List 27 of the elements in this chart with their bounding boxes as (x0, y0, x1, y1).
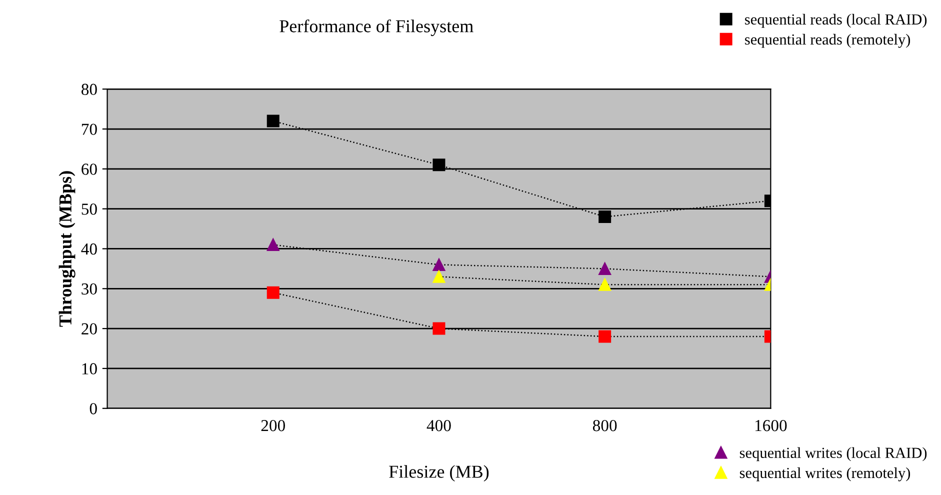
y-tick-label: 0 (90, 403, 97, 414)
y-tick-label: 30 (82, 283, 97, 295)
point (266, 114, 280, 128)
y-tick-label: 80 (82, 84, 97, 96)
y-tick-label: 20 (82, 323, 97, 335)
x-tick-label: 1600 (755, 420, 787, 432)
point (266, 286, 280, 299)
legend-label: sequential reads (remotely) (745, 34, 910, 48)
point (432, 270, 446, 283)
y-tick-label: 70 (82, 124, 97, 135)
y-tick-label: 40 (81, 243, 97, 255)
y-axis-title: Throughput (MBps) (58, 171, 76, 327)
point (432, 258, 446, 271)
y-tick-label: 50 (82, 204, 97, 215)
x-tick-label: 800 (592, 420, 617, 432)
x-tick-label: 400 (426, 420, 451, 432)
point (432, 322, 446, 335)
y-tick-label: 60 (82, 164, 97, 175)
x-tick-label: 200 (261, 420, 285, 432)
y-tick-label: 10 (82, 363, 97, 374)
legend-label: sequential writes (remotely) (740, 467, 910, 482)
chart-title: Performance of Filesystem (280, 19, 474, 36)
point (432, 158, 446, 172)
x-axis-title: Filesize (MB) (389, 465, 489, 482)
point (266, 238, 280, 251)
legend-label: sequential writes (local RAID) (740, 447, 927, 462)
legend-label: sequential reads (local RAID) (745, 14, 927, 28)
